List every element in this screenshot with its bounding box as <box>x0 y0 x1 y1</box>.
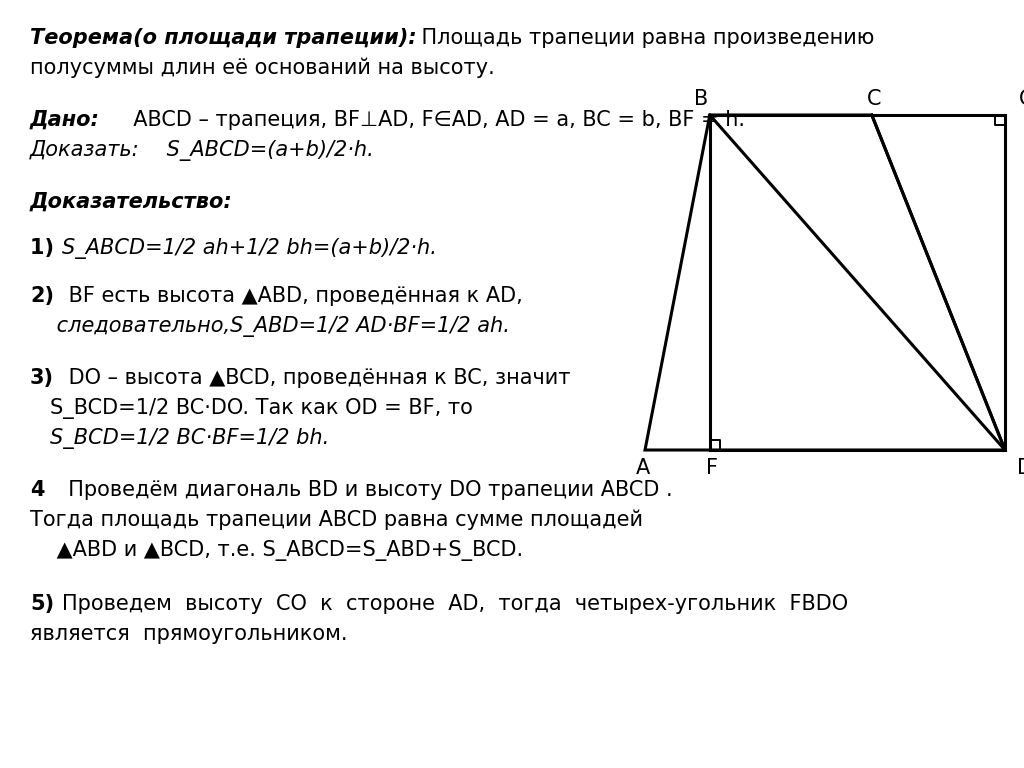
Text: C: C <box>866 89 881 109</box>
Text: DO – высота ▲BCD, проведённая к BC, значит: DO – высота ▲BCD, проведённая к BC, знач… <box>62 368 570 388</box>
Text: Проведём диагональ BD и высоту DO трапеции ABCD .: Проведём диагональ BD и высоту DO трапец… <box>55 480 673 500</box>
Text: 5): 5) <box>30 594 54 614</box>
Text: Доказательство:: Доказательство: <box>30 192 232 212</box>
Text: является  прямоугольником.: является прямоугольником. <box>30 624 347 644</box>
Text: A: A <box>636 458 650 478</box>
Text: 3): 3) <box>30 368 54 388</box>
Text: O: O <box>1019 89 1024 109</box>
Text: Дано:: Дано: <box>30 110 100 130</box>
Text: S_ABCD=1/2 ah+1/2 bh=(a+b)/2·h.: S_ABCD=1/2 ah+1/2 bh=(a+b)/2·h. <box>62 238 437 259</box>
Text: Проведем  высоту  CO  к  стороне  AD,  тогда  четырех-угольник  FBDO: Проведем высоту CO к стороне AD, тогда ч… <box>62 594 848 614</box>
Text: Площадь трапеции равна произведению: Площадь трапеции равна произведению <box>395 28 874 48</box>
Text: S_BCD=1/2 BC·BF=1/2 bh.: S_BCD=1/2 BC·BF=1/2 bh. <box>50 428 330 449</box>
Text: 4: 4 <box>30 480 44 500</box>
Text: S_ABCD=(a+b)/2·h.: S_ABCD=(a+b)/2·h. <box>160 140 374 161</box>
Text: Доказать:: Доказать: <box>30 140 139 160</box>
Text: ABCD – трапеция, BF⊥AD, F∈AD, AD = a, BC = b, BF = h.: ABCD – трапеция, BF⊥AD, F∈AD, AD = a, BC… <box>120 110 745 130</box>
Text: ▲ABD и ▲BCD, т.е. S_ABCD=S_ABD+S_BCD.: ▲ABD и ▲BCD, т.е. S_ABCD=S_ABD+S_BCD. <box>50 540 523 561</box>
Text: Тогда площадь трапеции ABCD равна сумме площадей: Тогда площадь трапеции ABCD равна сумме … <box>30 510 643 531</box>
Text: BF есть высота ▲ABD, проведённая к AD,: BF есть высота ▲ABD, проведённая к AD, <box>62 286 522 306</box>
Text: 2): 2) <box>30 286 54 306</box>
Text: следовательно,S_ABD=1/2 AD·BF=1/2 ah.: следовательно,S_ABD=1/2 AD·BF=1/2 ah. <box>50 316 510 337</box>
Text: полусуммы длин её оснований на высоту.: полусуммы длин её оснований на высоту. <box>30 58 495 78</box>
Text: F: F <box>706 458 718 478</box>
Text: Теорема(о площади трапеции):: Теорема(о площади трапеции): <box>30 28 417 48</box>
Text: D: D <box>1017 458 1024 478</box>
Text: B: B <box>693 89 708 109</box>
Text: S_BCD=1/2 BC·DO. Так как OD = BF, то: S_BCD=1/2 BC·DO. Так как OD = BF, то <box>50 398 473 419</box>
Text: 1): 1) <box>30 238 61 258</box>
